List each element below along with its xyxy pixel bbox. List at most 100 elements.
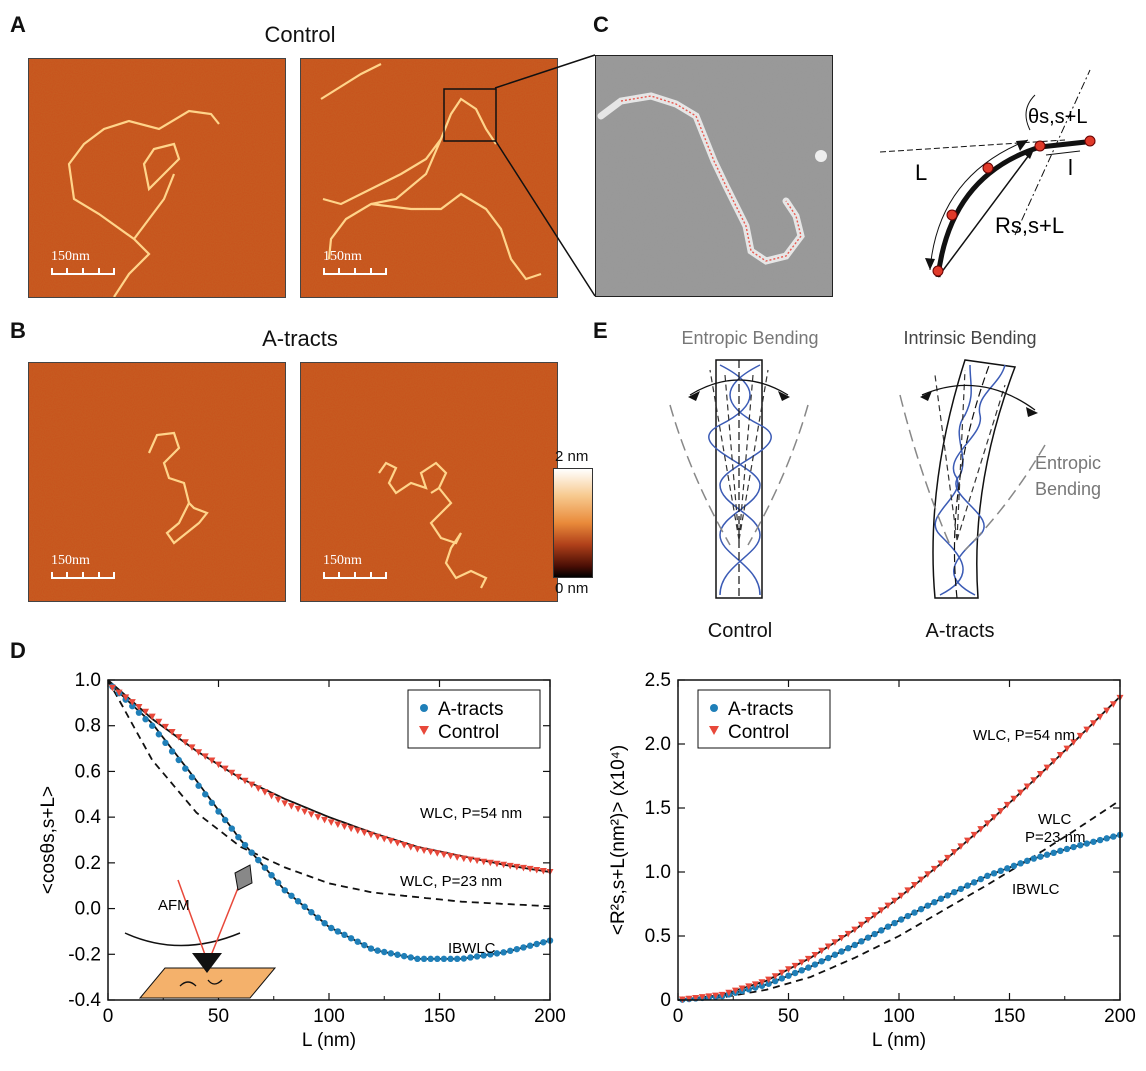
data-point bbox=[261, 789, 269, 796]
panel-label-c: C bbox=[593, 12, 609, 37]
data-point bbox=[340, 823, 348, 831]
data-point bbox=[539, 867, 547, 875]
x-tick-label: 150 bbox=[994, 1006, 1026, 1027]
legend-marker-control bbox=[709, 726, 719, 735]
data-point bbox=[964, 837, 972, 845]
data-point bbox=[1077, 842, 1084, 849]
afm-inset-icon: AFM bbox=[124, 864, 277, 999]
data-point bbox=[347, 825, 355, 833]
panel-label-d: D bbox=[10, 638, 26, 663]
data-point bbox=[785, 966, 792, 973]
data-point bbox=[778, 975, 786, 982]
data-point bbox=[917, 905, 925, 913]
data-point bbox=[1004, 865, 1011, 872]
data-point bbox=[347, 935, 355, 942]
colorbar bbox=[553, 468, 593, 578]
data-point bbox=[891, 919, 898, 927]
data-point bbox=[201, 753, 209, 760]
data-point bbox=[831, 939, 839, 946]
annotation: IBWLC bbox=[1012, 881, 1060, 898]
data-point bbox=[1109, 701, 1117, 708]
data-point bbox=[420, 955, 428, 963]
data-point bbox=[1003, 801, 1011, 809]
data-point bbox=[513, 863, 521, 871]
data-point bbox=[891, 897, 899, 905]
chain-schematic: θs,s+L L Rs,s+L l bbox=[879, 69, 1096, 278]
data-point bbox=[261, 864, 269, 871]
data-point bbox=[1043, 764, 1051, 772]
data-point bbox=[328, 924, 335, 932]
data-point bbox=[208, 757, 216, 764]
data-point bbox=[838, 935, 846, 942]
data-point bbox=[904, 912, 912, 920]
colorbar-min-label: 0 nm bbox=[555, 580, 589, 597]
data-point bbox=[321, 920, 328, 927]
data-point bbox=[1036, 770, 1044, 778]
afm-image-control-2: 150nm bbox=[300, 58, 558, 298]
data-point bbox=[1103, 835, 1110, 842]
panel-label-e: E bbox=[593, 318, 608, 343]
l-label: l bbox=[1068, 155, 1073, 180]
data-point bbox=[778, 969, 786, 977]
dna-strand bbox=[67, 109, 220, 297]
data-point bbox=[228, 825, 235, 832]
data-point bbox=[844, 930, 852, 938]
data-point bbox=[473, 857, 481, 865]
data-point bbox=[884, 902, 892, 910]
legend-label-atracts: A-tracts bbox=[438, 699, 503, 720]
data-point bbox=[964, 882, 971, 889]
data-point bbox=[182, 765, 189, 772]
data-point bbox=[1096, 836, 1104, 844]
annotation: WLC, P=54 nm bbox=[973, 727, 1075, 744]
data-point bbox=[387, 950, 395, 957]
entropic-side-label: Entropic Bending bbox=[1035, 453, 1102, 499]
x-tick-label: 200 bbox=[1104, 1006, 1136, 1027]
data-point bbox=[135, 703, 143, 711]
data-point bbox=[871, 930, 878, 938]
data-point bbox=[513, 945, 521, 953]
data-point bbox=[950, 849, 958, 856]
data-point bbox=[725, 989, 733, 997]
y-tick-label: 0 bbox=[660, 990, 671, 1011]
data-point bbox=[142, 716, 149, 723]
entropic-bending-title: Entropic Bending bbox=[681, 328, 819, 348]
data-point bbox=[195, 782, 202, 789]
data-point bbox=[354, 827, 362, 835]
data-point bbox=[692, 994, 700, 1002]
legend-label-atracts: A-tracts bbox=[728, 699, 793, 720]
data-point bbox=[308, 909, 315, 916]
data-point bbox=[135, 709, 143, 716]
legend-label-control: Control bbox=[438, 722, 499, 743]
data-point bbox=[274, 796, 282, 804]
colorbar-max-label: 2 nm bbox=[555, 448, 589, 465]
legend-box bbox=[697, 689, 831, 749]
data-point bbox=[314, 914, 322, 921]
data-point bbox=[990, 814, 998, 821]
data-point bbox=[705, 993, 713, 1000]
data-point bbox=[738, 985, 746, 993]
data-point bbox=[765, 980, 772, 987]
data-point bbox=[161, 723, 169, 731]
legend-marker-control bbox=[419, 726, 429, 735]
data-point bbox=[486, 859, 494, 867]
panel-label-a: A bbox=[10, 12, 26, 37]
data-point bbox=[884, 923, 892, 930]
data-point bbox=[911, 909, 918, 916]
data-point bbox=[129, 702, 136, 710]
y-axis-label: <R²s,s+L(nm²)> (x10⁴) bbox=[608, 745, 629, 935]
x-tick-label: 150 bbox=[424, 1006, 456, 1027]
data-point bbox=[1110, 833, 1117, 840]
scale-bar: 150nm bbox=[51, 249, 115, 275]
data-point bbox=[1056, 751, 1064, 759]
y-tick-label: 0.2 bbox=[75, 853, 101, 874]
data-point bbox=[844, 945, 852, 952]
data-point bbox=[294, 805, 302, 813]
data-point bbox=[937, 860, 945, 868]
data-point bbox=[288, 892, 295, 899]
legend-marker-atracts bbox=[710, 704, 718, 712]
data-point bbox=[467, 954, 474, 961]
data-point bbox=[221, 816, 229, 824]
data-point bbox=[447, 853, 455, 860]
data-point bbox=[387, 837, 395, 845]
data-point bbox=[1057, 847, 1064, 855]
